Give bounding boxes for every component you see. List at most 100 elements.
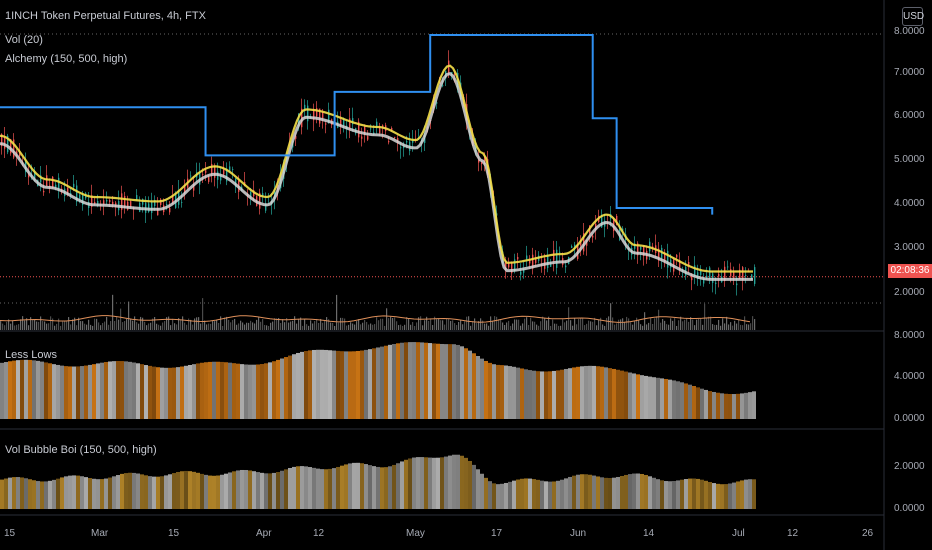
volume-bar [424,320,426,330]
volume-bar [50,316,52,330]
candle-body [706,275,708,278]
less-lows-column [324,349,328,419]
volume-bar [28,325,30,330]
less-lows-column [376,347,380,419]
less-lows-column [372,348,376,419]
volume-bar [332,322,334,330]
volume-bar [680,316,682,330]
less-lows-column [228,362,232,419]
volume-bar [594,317,596,330]
volume-bar [32,319,34,330]
candle-body [109,199,111,203]
vol-bubble-column [132,472,136,509]
volume-bar [358,319,360,330]
less-lows-column [36,360,40,419]
currency-button[interactable]: USD [902,7,924,26]
vol-bubble-column [300,466,304,509]
alchemy-indicator-label[interactable]: Alchemy (150, 500, high) [5,53,128,65]
volume-bar [152,318,154,330]
vol-bubble-column [72,475,76,509]
vol-bubble-column [656,479,660,509]
vol-bubble-column [568,476,572,509]
volume-bar [632,324,634,330]
volume-bar [304,319,306,330]
volume-bar [574,318,576,330]
volume-bar [634,321,636,330]
volume-bar [728,324,730,330]
volume-bar [226,316,228,330]
less-lows-column [508,366,512,419]
less-lows-column [724,393,728,419]
vol-bubble-column [244,469,248,509]
less-lows-column [584,365,588,419]
less-lows-column [600,366,604,419]
less-lows-column [236,363,240,419]
price-countdown-tag: 02:08:36 [888,264,932,278]
less-lows-column [752,391,756,419]
vol-bubble-column [228,472,232,509]
less-lows-column [84,365,88,419]
vol-bubble-column [548,481,552,509]
volume-bar [666,324,668,330]
candle-body [391,127,393,131]
volume-bar [488,325,490,330]
vol-bubble-column [564,478,568,509]
volume-bar [652,323,654,330]
volume-bar [734,320,736,330]
volume-bar [310,320,312,330]
less-lows-column [684,383,688,419]
less-lows-column [576,366,580,419]
volume-bar [688,321,690,330]
volume-bar [470,325,472,330]
volume-bar [298,318,300,330]
vol-bubble-column [352,462,356,509]
less-lows-column [572,367,576,419]
volume-bar [702,324,704,330]
vol-bubble-column [84,477,88,509]
vol-bubble-column [420,457,424,509]
less-lows-column [648,376,652,419]
vol-bubble-column [732,482,736,509]
volume-bar [130,319,132,330]
volume-bar [476,323,478,330]
volume-bar [654,318,656,330]
volume-bar [672,320,674,330]
vol-bubble-column [52,479,56,509]
candle-body [526,255,528,260]
candle-body [361,136,363,139]
volume-bar [414,325,416,330]
vol-bubble-column [672,481,676,509]
vol-bubble-column [744,479,748,509]
volume-bar [224,317,226,330]
vol-bubble-column [56,478,60,509]
less-lows-indicator-label[interactable]: Less Lows [5,349,57,361]
volume-bar [18,324,20,330]
volume-bar [398,325,400,330]
volume-bar [576,324,578,330]
volume-bar [36,321,38,330]
resistance-level-line [0,34,714,215]
vol-bubble-column [496,484,500,509]
volume-bar [234,318,236,330]
candle-body [43,190,45,193]
less-lows-column [24,359,28,419]
less-lows-column [292,354,296,419]
vol-bubble-column [168,474,172,509]
vol-bubble-column [16,477,20,509]
volume-bar [238,323,240,330]
less-lows-column [424,342,428,419]
candle-body [55,184,57,188]
vol-bubble-column [332,468,336,509]
volume-bar [288,322,290,330]
less-lows-column [224,362,228,419]
vol-bubble-column [552,481,556,509]
vol-bubble-column [464,457,468,509]
less-lows-column [60,365,64,419]
vol-bubble-column [112,476,116,509]
vol-bubble-column [584,474,588,509]
less-lows-column [20,359,24,419]
volume-bar [528,324,530,330]
vol-bubble-indicator-label[interactable]: Vol Bubble Boi (150, 500, high) [5,444,157,456]
vol-indicator-label[interactable]: Vol (20) [5,34,43,46]
